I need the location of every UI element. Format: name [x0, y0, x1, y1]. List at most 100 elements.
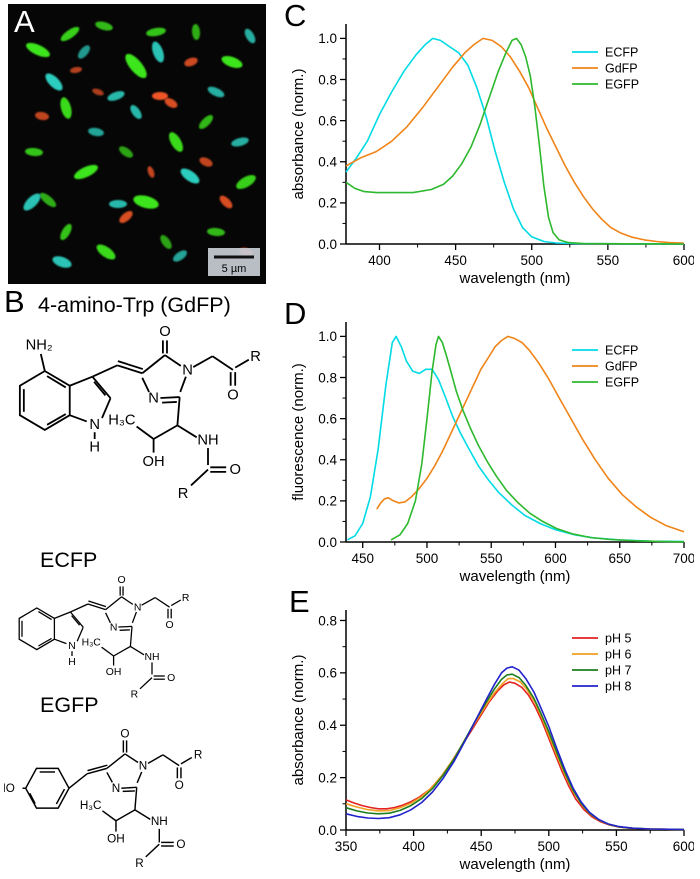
ring-n3-label: N — [148, 391, 159, 407]
bacterium-cell — [52, 256, 72, 268]
legend-label-GdFP: GdFP — [605, 62, 638, 76]
legend-label-pH 6: pH 6 — [605, 648, 631, 662]
legend-label-pH 5: pH 5 — [605, 632, 631, 646]
scale-bar-box — [208, 248, 260, 276]
y-tick-label: 0.4 — [318, 718, 337, 733]
y-tick-label: 0.0 — [318, 823, 337, 838]
y-axis-title: absorbance (norm.) — [290, 655, 307, 786]
x-tick-label: 350 — [335, 839, 358, 854]
methyl-label: H₃C — [80, 799, 102, 812]
ring-n1-label: N — [139, 759, 147, 772]
gdfp-atom-labels: NH₂ N H O N R O N H₃C OH NH O R — [26, 324, 261, 502]
bacterium-cell — [107, 91, 125, 101]
bacterium-cell — [23, 193, 41, 211]
series-line-GdFP — [345, 37, 685, 244]
bacterium-cell — [119, 211, 133, 223]
y-tick-label: 1.0 — [318, 329, 337, 344]
r-group-label: R — [250, 349, 261, 365]
r-group-label: R — [182, 593, 190, 604]
gdfp-bonds — [18, 340, 250, 487]
y-tick-label: 0.0 — [318, 535, 337, 550]
ecfp-bonds — [18, 586, 182, 690]
y-axis-title: fluorescence (norm.) — [290, 363, 307, 501]
bacterium-cell — [109, 200, 127, 208]
x-axis-title: wavelength (nm) — [459, 568, 571, 585]
legend-label-ECFP: ECFP — [605, 46, 638, 60]
bacterium-cell — [219, 195, 233, 209]
bacterium-cell — [207, 227, 225, 237]
egfp-title: EGFP — [40, 693, 99, 717]
hydroxyl-label: OH — [107, 832, 125, 845]
ecfp-structure: N H O N R O N H₃C OH NH O R — [18, 575, 190, 701]
absorbance-spectra-chart: 400 450 500 550 600 0.0 0.2 0.4 0.6 0.8 1.0 wavelen… — [290, 24, 694, 287]
micrograph: 5 µm — [8, 4, 266, 284]
carbonyl-o-label: O — [120, 728, 129, 741]
x-axis-title: wavelength (nm) — [459, 270, 571, 287]
panel-label-a: A — [14, 4, 35, 39]
bacterium-cell — [244, 28, 256, 44]
bacterium-cell — [231, 137, 249, 147]
x-tick-label: 550 — [597, 253, 620, 268]
scale-bar: 5 µm — [208, 248, 260, 276]
bacterium-cell — [88, 127, 104, 137]
series-line-EGFP — [390, 335, 685, 543]
y-axis-title: absorbance (norm.) — [290, 69, 307, 200]
methyl-label: H₃C — [82, 638, 102, 649]
hydroxyl-label: OH — [143, 454, 165, 470]
phenol-ho-label: HO — [4, 782, 15, 795]
gdfp-structure: NH₂ N H O N R O N H₃C OH NH O R — [18, 324, 261, 502]
y-tick-label: 0.4 — [318, 155, 337, 170]
r-group-label: R — [194, 748, 202, 761]
bacterium-cell — [160, 235, 172, 249]
series-line-EGFP — [345, 37, 685, 245]
x-tick-label: 600 — [673, 253, 694, 268]
bacterium-cell — [164, 98, 178, 108]
x-tick-label: 400 — [368, 253, 391, 268]
bacterium-cell — [221, 55, 243, 69]
y-tick-label: 0.8 — [318, 370, 337, 385]
bacterium-cell — [152, 92, 168, 100]
bacterium-cell — [169, 132, 183, 152]
ecfp-title: ECFP — [40, 548, 98, 572]
scale-bar-label: 5 µm — [222, 263, 247, 275]
r-group2-label: R — [178, 486, 189, 502]
bacterium-cell — [92, 88, 104, 96]
bacterium-cell — [199, 157, 213, 167]
x-tick-label: 600 — [673, 839, 694, 854]
x-tick-label: 650 — [608, 551, 631, 566]
bacterium-cell — [25, 147, 43, 157]
x-tick-label: 400 — [402, 839, 425, 854]
y-tick-label: 0.0 — [318, 237, 337, 252]
ring-n1-label: N — [134, 602, 142, 613]
bacteria-cells — [23, 21, 256, 268]
y-tick-label: 0.6 — [318, 113, 337, 128]
series-line-pH 8 — [345, 666, 685, 831]
bacterium-cell — [125, 53, 147, 79]
y-tick-label: 1.0 — [318, 31, 337, 46]
x-tick-label: 500 — [416, 551, 439, 566]
legend-label-EGFP: EGFP — [605, 78, 639, 92]
bacterium-cell — [45, 73, 63, 91]
egfp-atom-labels: HO O N R O N H₃C OH NH O R — [4, 728, 202, 870]
bacterium-cell — [146, 27, 166, 37]
bacterium-cell — [60, 223, 72, 241]
egfp-structure: HO O N R O N H₃C OH NH O R — [4, 728, 202, 870]
bacterium-cell — [184, 57, 198, 67]
bacterium-cell — [191, 24, 201, 40]
gdfp-title: 4-amino-Trp (GdFP) — [38, 293, 231, 317]
x-tick-label: 550 — [480, 551, 503, 566]
bacterium-cell — [133, 195, 159, 209]
micrograph-background — [8, 4, 266, 284]
bacterium-cell — [207, 86, 225, 98]
series-line-GdFP — [376, 335, 685, 533]
hydroxyl-label: OH — [106, 667, 122, 678]
indole-h-label: H — [89, 439, 100, 455]
panel-label-e: E — [289, 584, 310, 619]
amide-o-label: O — [227, 387, 238, 403]
x-axis-title: wavelength (nm) — [459, 856, 571, 873]
y-tick-label: 0.2 — [318, 494, 337, 509]
panel-label-d: D — [284, 296, 307, 331]
r-group2-label: R — [131, 690, 139, 701]
series-line-ECFP — [346, 335, 685, 543]
